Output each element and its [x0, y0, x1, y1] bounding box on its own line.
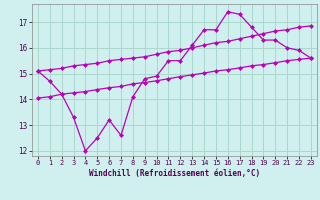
X-axis label: Windchill (Refroidissement éolien,°C): Windchill (Refroidissement éolien,°C) — [89, 169, 260, 178]
